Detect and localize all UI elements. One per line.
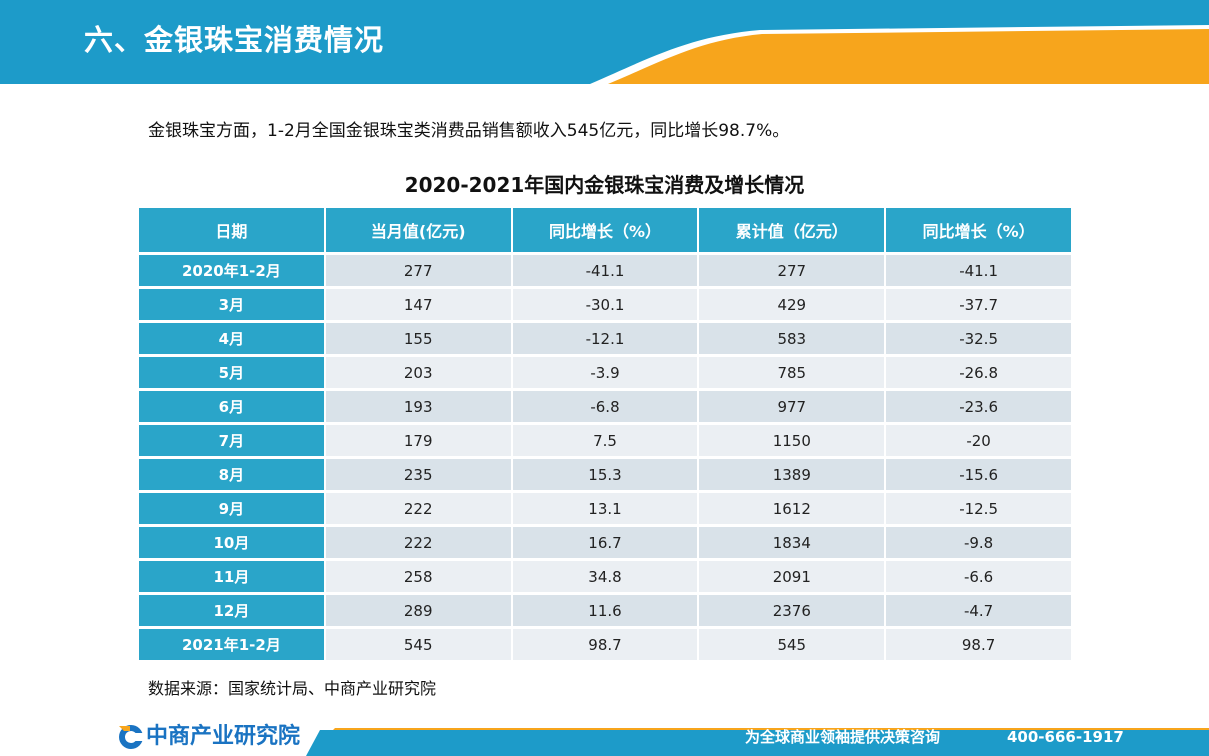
date-cell: 3月 xyxy=(139,289,324,320)
cumulative-growth-cell: -9.8 xyxy=(886,527,1071,558)
footer-slogan: 为全球商业领袖提供决策咨询 xyxy=(745,728,941,746)
cumulative-value-cell: 429 xyxy=(699,289,885,320)
monthly-value-cell: 179 xyxy=(325,425,511,456)
cumulative-growth-cell: -23.6 xyxy=(886,391,1071,422)
monthly-growth-cell: -12.1 xyxy=(512,323,698,354)
monthly-value-cell: 277 xyxy=(325,255,511,286)
cumulative-growth-cell: -26.8 xyxy=(886,357,1071,388)
date-cell: 2020年1-2月 xyxy=(139,255,324,286)
cumulative-value-cell: 583 xyxy=(699,323,885,354)
monthly-growth-cell: 98.7 xyxy=(512,629,698,660)
monthly-value-cell: 235 xyxy=(325,459,511,490)
intro-text: 金银珠宝方面，1-2月全国金银珠宝类消费品销售额收入545亿元，同比增长98.7… xyxy=(148,121,790,141)
cumulative-growth-cell: -12.5 xyxy=(886,493,1071,524)
table-row: 4月 155 -12.1 583 -32.5 xyxy=(139,323,1071,354)
column-header-cumulative-value: 累计值（亿元） xyxy=(699,208,885,252)
monthly-growth-cell: 7.5 xyxy=(512,425,698,456)
table-row: 10月 222 16.7 1834 -9.8 xyxy=(139,527,1071,558)
table-header-row: 日期 当月值(亿元) 同比增长（%） 累计值（亿元） 同比增长（%） xyxy=(139,208,1071,252)
monthly-value-cell: 203 xyxy=(325,357,511,388)
monthly-growth-cell: 16.7 xyxy=(512,527,698,558)
monthly-value-cell: 289 xyxy=(325,595,511,626)
data-source-note: 数据来源：国家统计局、中商产业研究院 xyxy=(148,679,437,698)
date-cell: 7月 xyxy=(139,425,324,456)
monthly-value-cell: 193 xyxy=(325,391,511,422)
table-row: 9月 222 13.1 1612 -12.5 xyxy=(139,493,1071,524)
cumulative-value-cell: 545 xyxy=(699,629,885,660)
page-title: 六、金银珠宝消费情况 xyxy=(84,23,385,57)
footer-bar: 中商产业研究院 为全球商业领袖提供决策咨询 400-666-1917 xyxy=(0,718,1209,756)
date-cell: 2021年1-2月 xyxy=(139,629,324,660)
table-row: 6月 193 -6.8 977 -23.6 xyxy=(139,391,1071,422)
table-body: 2020年1-2月 277 -41.1 277 -41.1 3月 147 -30.1 429 -3… xyxy=(139,255,1071,660)
monthly-growth-cell: -41.1 xyxy=(512,255,698,286)
date-cell: 10月 xyxy=(139,527,324,558)
cumulative-value-cell: 1834 xyxy=(699,527,885,558)
cumulative-growth-cell: -20 xyxy=(886,425,1071,456)
column-header-date: 日期 xyxy=(139,208,324,252)
cumulative-growth-cell: -6.6 xyxy=(886,561,1071,592)
cumulative-growth-cell: -32.5 xyxy=(886,323,1071,354)
cumulative-value-cell: 2091 xyxy=(699,561,885,592)
cumulative-value-cell: 277 xyxy=(699,255,885,286)
date-cell: 6月 xyxy=(139,391,324,422)
cumulative-value-cell: 1389 xyxy=(699,459,885,490)
date-cell: 11月 xyxy=(139,561,324,592)
monthly-growth-cell: 13.1 xyxy=(512,493,698,524)
cumulative-growth-cell: -15.6 xyxy=(886,459,1071,490)
logo-text: 中商产业研究院 xyxy=(146,724,301,749)
cumulative-value-cell: 785 xyxy=(699,357,885,388)
table-row: 5月 203 -3.9 785 -26.8 xyxy=(139,357,1071,388)
date-cell: 4月 xyxy=(139,323,324,354)
footer-phone: 400-666-1917 xyxy=(1007,728,1124,746)
column-header-cumulative-growth: 同比增长（%） xyxy=(886,208,1071,252)
date-cell: 8月 xyxy=(139,459,324,490)
monthly-value-cell: 222 xyxy=(325,493,511,524)
table-row: 7月 179 7.5 1150 -20 xyxy=(139,425,1071,456)
monthly-value-cell: 545 xyxy=(325,629,511,660)
column-header-monthly-value: 当月值(亿元) xyxy=(325,208,511,252)
monthly-growth-cell: 15.3 xyxy=(512,459,698,490)
header-background xyxy=(0,0,1209,84)
cumulative-growth-cell: 98.7 xyxy=(886,629,1071,660)
monthly-value-cell: 155 xyxy=(325,323,511,354)
monthly-growth-cell: -6.8 xyxy=(512,391,698,422)
monthly-value-cell: 222 xyxy=(325,527,511,558)
monthly-growth-cell: 34.8 xyxy=(512,561,698,592)
table-row: 3月 147 -30.1 429 -37.7 xyxy=(139,289,1071,320)
table-row: 12月 289 11.6 2376 -4.7 xyxy=(139,595,1071,626)
monthly-growth-cell: -3.9 xyxy=(512,357,698,388)
date-cell: 5月 xyxy=(139,357,324,388)
cumulative-value-cell: 1150 xyxy=(699,425,885,456)
table-title: 2020-2021年国内金银珠宝消费及增长情况 xyxy=(404,173,805,197)
header-banner: 六、金银珠宝消费情况 xyxy=(0,0,1209,84)
cumulative-value-cell: 2376 xyxy=(699,595,885,626)
table-row: 8月 235 15.3 1389 -15.6 xyxy=(139,459,1071,490)
monthly-value-cell: 147 xyxy=(325,289,511,320)
date-cell: 9月 xyxy=(139,493,324,524)
table-row: 11月 258 34.8 2091 -6.6 xyxy=(139,561,1071,592)
cumulative-value-cell: 1612 xyxy=(699,493,885,524)
cumulative-value-cell: 977 xyxy=(699,391,885,422)
cumulative-growth-cell: -37.7 xyxy=(886,289,1071,320)
table-row: 2020年1-2月 277 -41.1 277 -41.1 xyxy=(139,255,1071,286)
footer-background xyxy=(119,725,1209,756)
monthly-value-cell: 258 xyxy=(325,561,511,592)
cumulative-growth-cell: -41.1 xyxy=(886,255,1071,286)
monthly-growth-cell: -30.1 xyxy=(512,289,698,320)
consumption-table: 日期 当月值(亿元) 同比增长（%） 累计值（亿元） 同比增长（%） 2020年… xyxy=(137,205,1073,663)
column-header-monthly-growth: 同比增长（%） xyxy=(512,208,698,252)
date-cell: 12月 xyxy=(139,595,324,626)
monthly-growth-cell: 11.6 xyxy=(512,595,698,626)
table-row: 2021年1-2月 545 98.7 545 98.7 xyxy=(139,629,1071,660)
cumulative-growth-cell: -4.7 xyxy=(886,595,1071,626)
